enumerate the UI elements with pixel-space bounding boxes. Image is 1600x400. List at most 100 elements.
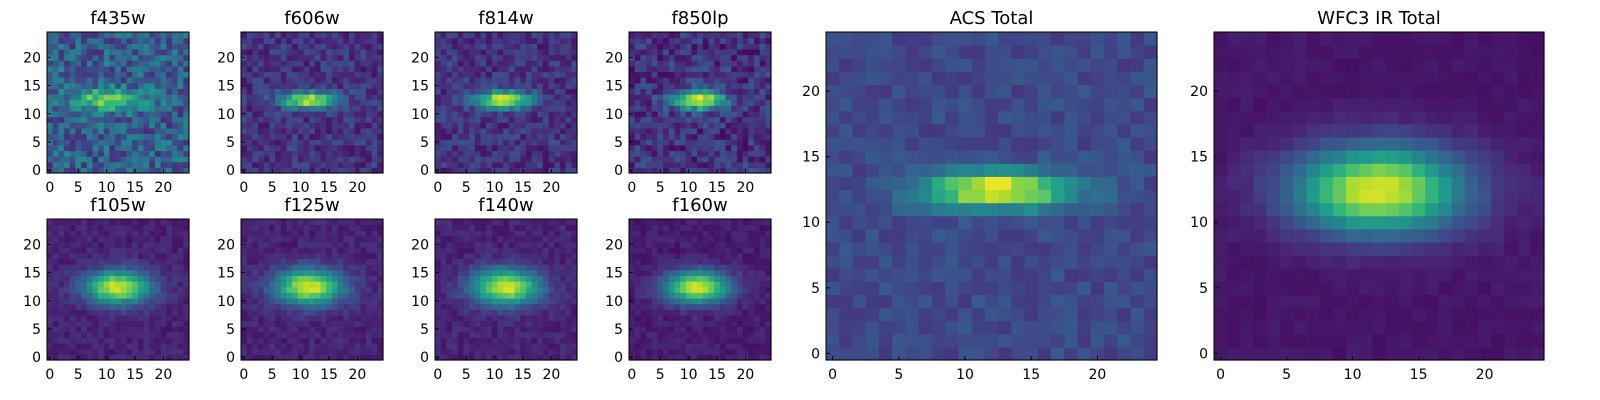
heatmap-cell bbox=[275, 88, 282, 95]
heatmap-cell bbox=[520, 71, 527, 78]
heatmap-cell bbox=[1266, 32, 1281, 46]
heatmap-cell bbox=[1332, 123, 1347, 138]
heatmap-cell bbox=[503, 144, 510, 152]
heatmap-cell bbox=[47, 133, 54, 140]
heatmap-cell bbox=[1306, 84, 1321, 99]
y-tick-label: 10 bbox=[605, 107, 623, 123]
heatmap-cell bbox=[137, 150, 145, 157]
heatmap-cell bbox=[1385, 58, 1400, 72]
heatmap-cell bbox=[275, 309, 282, 316]
heatmap-cell bbox=[109, 286, 116, 293]
heatmap-cell bbox=[252, 122, 259, 129]
heatmap-cell bbox=[1024, 320, 1039, 335]
heatmap-cell bbox=[115, 281, 122, 288]
heatmap-cell bbox=[1359, 84, 1373, 99]
heatmap-cell bbox=[503, 43, 510, 50]
heatmap-cell bbox=[263, 65, 270, 73]
heatmap-cell bbox=[241, 150, 248, 157]
heatmap-cell bbox=[1253, 333, 1268, 348]
heatmap-cell bbox=[892, 346, 907, 361]
heatmap-cell bbox=[137, 275, 145, 282]
heatmap-cell bbox=[1130, 176, 1145, 191]
heatmap-cell bbox=[1077, 268, 1092, 282]
heatmap-cell bbox=[691, 150, 698, 157]
heatmap-cell bbox=[731, 48, 738, 56]
heatmap-cell bbox=[275, 348, 282, 355]
heatmap-cell bbox=[109, 275, 116, 282]
heatmap-cell bbox=[331, 110, 339, 118]
heatmap-cell bbox=[1064, 97, 1079, 112]
heatmap-cell bbox=[548, 127, 555, 135]
heatmap-cell bbox=[1051, 136, 1065, 151]
heatmap-cell bbox=[360, 269, 367, 276]
heatmap-cell bbox=[263, 48, 270, 56]
heatmap-cells bbox=[1214, 32, 1545, 361]
heatmap-cell bbox=[109, 343, 116, 350]
heatmap-cell bbox=[1090, 110, 1105, 125]
heatmap-cell bbox=[1398, 110, 1413, 125]
heatmap-cell bbox=[292, 127, 299, 135]
heatmap-cell bbox=[1293, 71, 1307, 86]
heatmap-cell bbox=[92, 337, 99, 344]
heatmap-cell bbox=[1227, 215, 1241, 230]
heatmap-cell bbox=[320, 48, 327, 56]
heatmap-cell bbox=[320, 105, 327, 112]
heatmap-cell bbox=[702, 82, 710, 89]
heatmap-cell bbox=[514, 156, 521, 163]
heatmap-cell bbox=[1051, 320, 1065, 335]
heatmap-cell bbox=[149, 133, 156, 140]
heatmap-cell bbox=[1517, 71, 1532, 86]
heatmap-cell bbox=[241, 48, 248, 56]
heatmap-cell bbox=[1266, 189, 1281, 204]
heatmap-cell bbox=[731, 54, 738, 61]
heatmap-cell bbox=[1037, 58, 1052, 72]
heatmap-cell bbox=[166, 309, 173, 316]
heatmap-cell bbox=[1491, 333, 1505, 348]
heatmap-cell bbox=[1253, 202, 1268, 217]
heatmap-cell bbox=[491, 150, 499, 157]
heatmap-cell bbox=[326, 292, 333, 299]
heatmap-cell bbox=[491, 105, 499, 112]
heatmap-cell bbox=[326, 331, 333, 339]
heatmap-cell bbox=[75, 343, 82, 350]
heatmap-cell bbox=[109, 264, 116, 271]
heatmap-cell bbox=[166, 354, 173, 361]
heatmap-cell bbox=[742, 77, 749, 84]
heatmap-cell bbox=[269, 122, 276, 129]
heatmap-cell bbox=[69, 127, 76, 135]
heatmap-cell bbox=[98, 71, 105, 78]
heatmap-cell bbox=[109, 320, 116, 327]
heatmap-cell bbox=[309, 275, 316, 282]
heatmap-cell bbox=[314, 94, 322, 101]
heatmap-cell bbox=[47, 77, 54, 84]
heatmap-cell bbox=[680, 54, 687, 61]
heatmap-cell bbox=[269, 156, 276, 163]
heatmap-cell bbox=[469, 60, 476, 67]
heatmap-cell bbox=[646, 48, 653, 56]
heatmap-cell bbox=[1253, 163, 1268, 177]
heatmap-cell bbox=[348, 320, 356, 327]
heatmap-cell bbox=[520, 150, 527, 157]
heatmap-cell bbox=[86, 331, 94, 339]
heatmap-cell bbox=[998, 58, 1012, 72]
heatmap-cell bbox=[98, 77, 105, 84]
heatmap-cell bbox=[702, 116, 710, 123]
heatmap-cell bbox=[303, 343, 310, 350]
heatmap-cell bbox=[241, 32, 248, 39]
heatmap-cell bbox=[75, 156, 82, 163]
heatmap-cell bbox=[1077, 176, 1092, 191]
heatmap-cell bbox=[252, 167, 259, 174]
heatmap-cell bbox=[1077, 255, 1092, 269]
heatmap-cell bbox=[241, 94, 248, 101]
heatmap-cell bbox=[452, 32, 459, 39]
heatmap-cell bbox=[565, 82, 572, 89]
heatmap-cell bbox=[508, 133, 516, 140]
heatmap-cell bbox=[1359, 189, 1373, 204]
heatmap-cell bbox=[360, 167, 367, 174]
heatmap-cell bbox=[1011, 228, 1026, 243]
heatmap-cell bbox=[343, 354, 350, 361]
heatmap-cell bbox=[1438, 255, 1453, 269]
heatmap-cell bbox=[765, 94, 772, 101]
heatmap-cell bbox=[1504, 320, 1519, 335]
